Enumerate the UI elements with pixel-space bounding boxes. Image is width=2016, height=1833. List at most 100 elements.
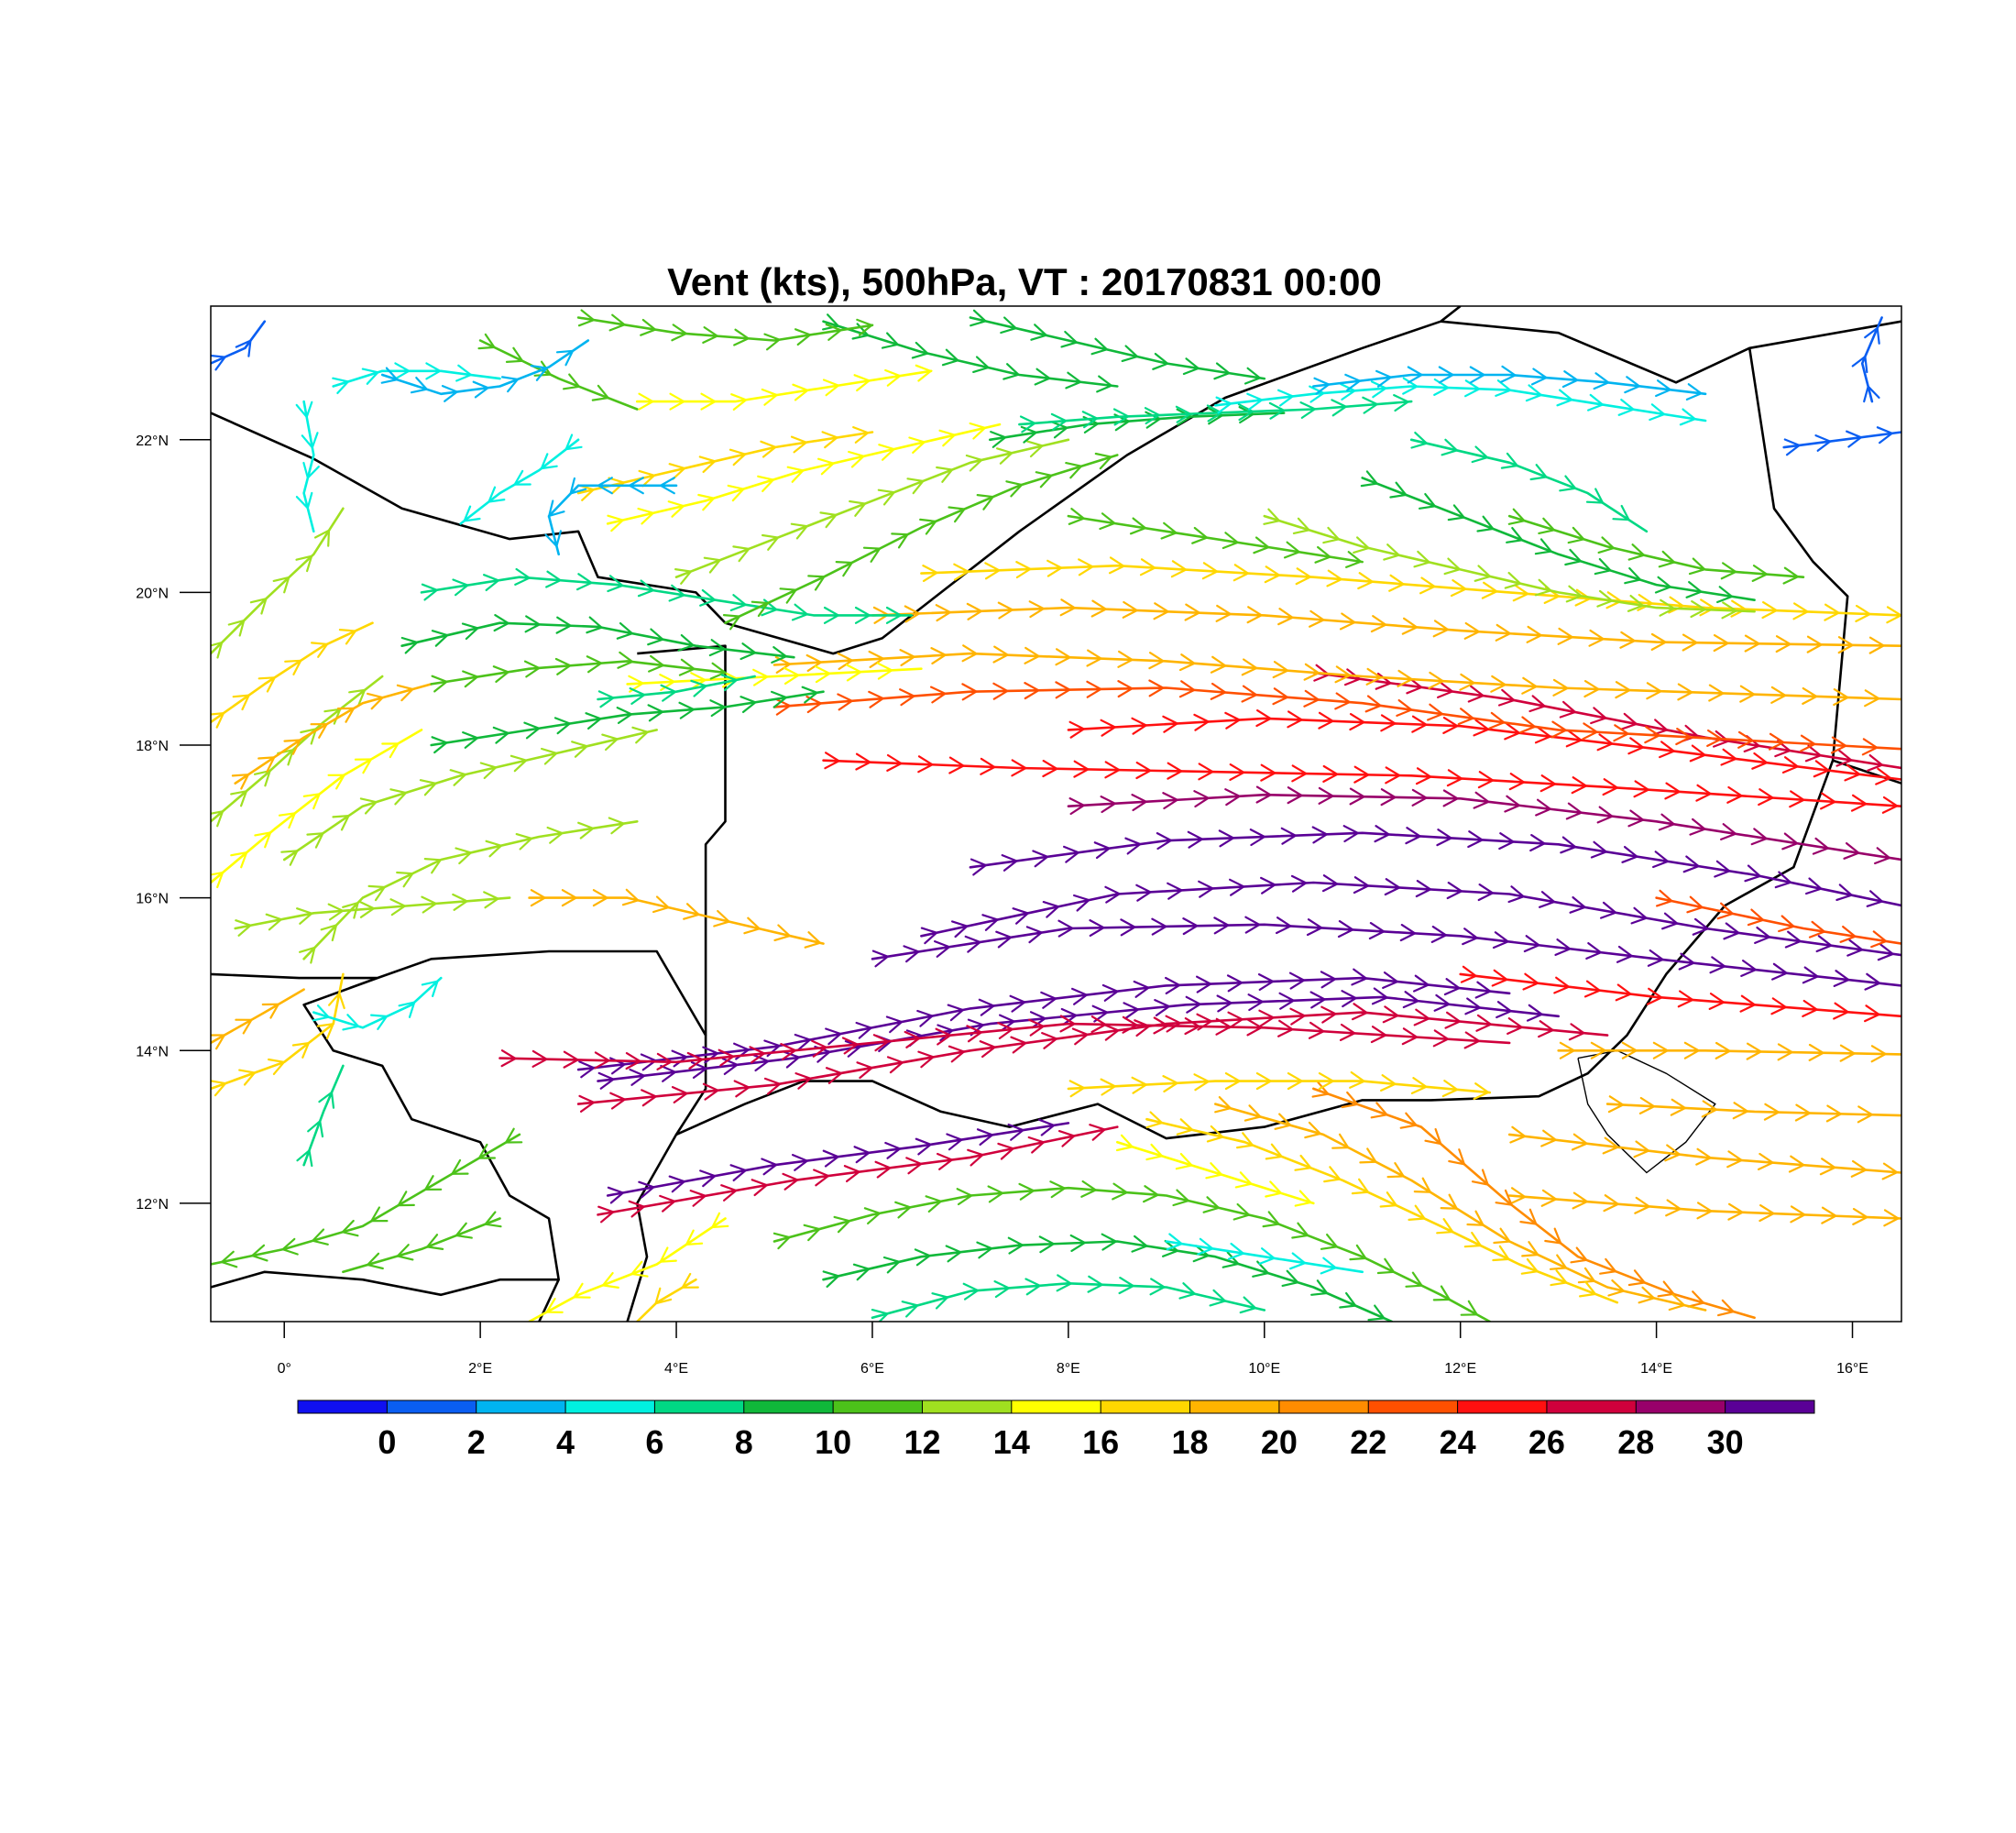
colorbar-swatch	[1368, 1400, 1459, 1413]
streamline	[920, 556, 1901, 624]
streamline	[772, 1180, 1492, 1322]
colorbar-label: 10	[815, 1423, 851, 1461]
streamline	[576, 1003, 1609, 1113]
streamline	[211, 320, 267, 371]
streamline	[211, 621, 374, 729]
colorbar-swatch	[387, 1400, 477, 1413]
streamline	[211, 507, 345, 659]
streamline	[380, 339, 590, 402]
streamline	[576, 426, 874, 501]
streamline	[231, 683, 433, 790]
colorbar-label: 6	[645, 1423, 663, 1461]
colorbar-swatch	[1101, 1400, 1191, 1413]
streamline	[430, 651, 728, 693]
streamline	[234, 891, 511, 937]
streamline	[626, 662, 923, 693]
streamline	[1263, 508, 1756, 620]
streamline	[822, 752, 1901, 814]
streamline	[871, 598, 1901, 654]
lat-tick-label: 16°N	[136, 892, 169, 907]
lon-tick-label: 0°	[278, 1361, 291, 1377]
streamline	[1409, 432, 1649, 533]
streamline	[1507, 508, 1805, 585]
streamline	[211, 729, 423, 889]
streamline	[636, 1272, 699, 1322]
lon-tick-label: 4°E	[664, 1361, 688, 1377]
streamline	[1557, 1041, 1901, 1063]
colorbar-label: 16	[1082, 1423, 1119, 1461]
streamline	[295, 400, 320, 533]
streamline	[606, 1118, 1070, 1204]
streamline	[606, 422, 1002, 532]
lon-tick-label: 10°E	[1248, 1361, 1280, 1377]
streamline	[722, 452, 1119, 631]
streamline	[822, 313, 1119, 393]
colorbar-swatch	[565, 1400, 655, 1413]
border-line	[302, 976, 560, 1322]
colorbar-label: 0	[378, 1423, 396, 1461]
colorbar-swatch	[1457, 1400, 1548, 1413]
streamline	[636, 364, 933, 411]
streamline	[400, 614, 795, 664]
colorbar-label: 4	[556, 1423, 575, 1461]
streamline	[1655, 889, 1901, 949]
streamline	[576, 309, 874, 351]
colorbar-label: 24	[1440, 1423, 1476, 1461]
colorbar-label: 22	[1350, 1423, 1386, 1461]
border-line	[1832, 759, 1901, 785]
colorbar-swatch	[1011, 1400, 1101, 1413]
streamline	[211, 988, 305, 1050]
lake-outline	[1577, 1049, 1716, 1174]
map-title: Vent (kts), 500hPa, VT : 20170831 00:00	[667, 260, 1382, 303]
streamline	[1360, 470, 1756, 604]
streamline	[576, 968, 1511, 1079]
streamline	[1459, 965, 1901, 1023]
streamline	[211, 972, 345, 1097]
colorbar-swatch	[298, 1400, 388, 1413]
streamline	[528, 1212, 729, 1322]
border-line	[211, 306, 1462, 655]
streamline	[1214, 377, 1707, 426]
colorbar-label: 28	[1617, 1423, 1654, 1461]
lat-tick-label: 22°N	[136, 434, 169, 449]
streamline	[920, 874, 1901, 961]
colorbar-swatch	[1189, 1400, 1280, 1413]
streamline	[1067, 1070, 1492, 1101]
streamline	[544, 477, 678, 556]
streamline	[597, 1124, 1119, 1224]
border-line	[211, 949, 707, 1136]
country-borders	[211, 306, 1901, 1322]
streamline	[822, 1233, 1394, 1322]
lon-tick-label: 12°E	[1444, 1361, 1476, 1377]
colorbar-label: 8	[735, 1423, 753, 1461]
streamline	[528, 888, 825, 949]
colorbar-label: 30	[1707, 1423, 1744, 1461]
streamline	[430, 686, 825, 754]
streamline	[772, 644, 1901, 708]
colorbar-swatch	[1546, 1400, 1637, 1413]
border-line	[211, 1270, 559, 1297]
streamline	[299, 817, 639, 964]
streamline	[1067, 508, 1364, 568]
plot-area	[211, 306, 1901, 1322]
streamline	[1312, 664, 1901, 772]
lon-tick-label: 14°E	[1640, 1361, 1672, 1377]
map-frame	[210, 305, 1902, 1323]
streamline	[1507, 1187, 1901, 1227]
streamline	[1165, 1233, 1364, 1275]
streamline	[1507, 1125, 1901, 1180]
streamline	[459, 434, 583, 525]
colorbar-swatch	[833, 1400, 923, 1413]
lon-tick-label: 2°E	[468, 1361, 492, 1377]
streamline	[871, 1274, 1266, 1322]
streamline	[499, 1015, 1511, 1070]
streamline	[1851, 316, 1883, 403]
streamline	[477, 333, 639, 411]
latitude-axis: 12°N 14°N 16°N 18°N 20°N 22°N	[136, 434, 211, 1213]
colorbar-swatch	[743, 1400, 834, 1413]
lon-tick-label: 6°E	[860, 1361, 884, 1377]
streamline	[342, 1211, 502, 1274]
streamline	[1605, 1095, 1901, 1124]
colorbar-label: 18	[1172, 1423, 1209, 1461]
streamline	[332, 362, 501, 394]
